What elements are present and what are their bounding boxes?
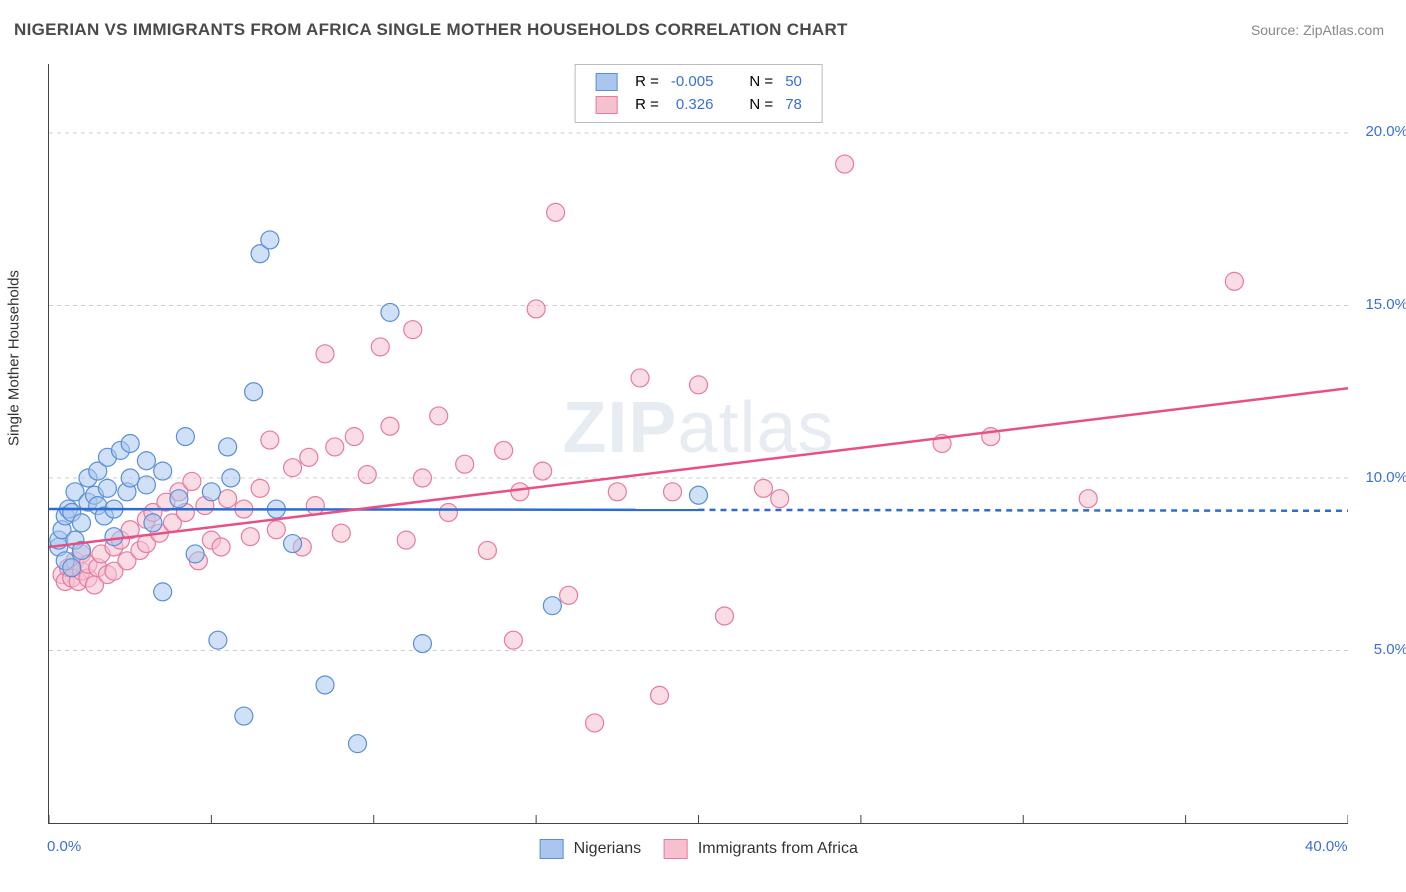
- swatch-immigrants: [595, 96, 617, 114]
- swatch-nigerians-bottom: [539, 839, 563, 859]
- plot-area: ZIPatlas R = -0.005 N = 50 R = 0.326: [48, 64, 1348, 824]
- y-axis-label: Single Mother Households: [6, 270, 23, 446]
- swatch-immigrants-bottom: [663, 839, 687, 859]
- series-legend: Nigerians Immigrants from Africa: [539, 839, 858, 859]
- n-label: N =: [743, 94, 779, 117]
- n-value-immigrants: 78: [779, 94, 808, 117]
- r-value-nigerians: -0.005: [665, 71, 720, 94]
- ytick-label: 15.0%: [1365, 296, 1406, 313]
- xtick-label: 40.0%: [1305, 838, 1348, 855]
- series-label-nigerians: Nigerians: [574, 840, 642, 857]
- source-prefix: Source:: [1251, 22, 1303, 38]
- series-label-immigrants: Immigrants from Africa: [698, 840, 858, 857]
- ytick-label: 20.0%: [1365, 123, 1406, 140]
- legend-row-immigrants: R = 0.326 N = 78: [589, 94, 808, 117]
- r-value-immigrants: 0.326: [665, 94, 720, 117]
- n-value-nigerians: 50: [779, 71, 808, 94]
- source-name: ZipAtlas.com: [1303, 22, 1384, 38]
- ytick-label: 5.0%: [1374, 641, 1406, 658]
- ytick-label: 10.0%: [1365, 469, 1406, 486]
- swatch-nigerians: [595, 73, 617, 91]
- scatter-svg: [49, 64, 1348, 823]
- stats-legend: R = -0.005 N = 50 R = 0.326 N = 78: [574, 64, 823, 123]
- r-label: R =: [629, 94, 665, 117]
- source-attribution: Source: ZipAtlas.com: [1251, 22, 1384, 38]
- xtick-label: 0.0%: [47, 838, 81, 855]
- chart-title: NIGERIAN VS IMMIGRANTS FROM AFRICA SINGL…: [14, 20, 848, 40]
- r-label: R =: [629, 71, 665, 94]
- legend-row-nigerians: R = -0.005 N = 50: [589, 71, 808, 94]
- n-label: N =: [743, 71, 779, 94]
